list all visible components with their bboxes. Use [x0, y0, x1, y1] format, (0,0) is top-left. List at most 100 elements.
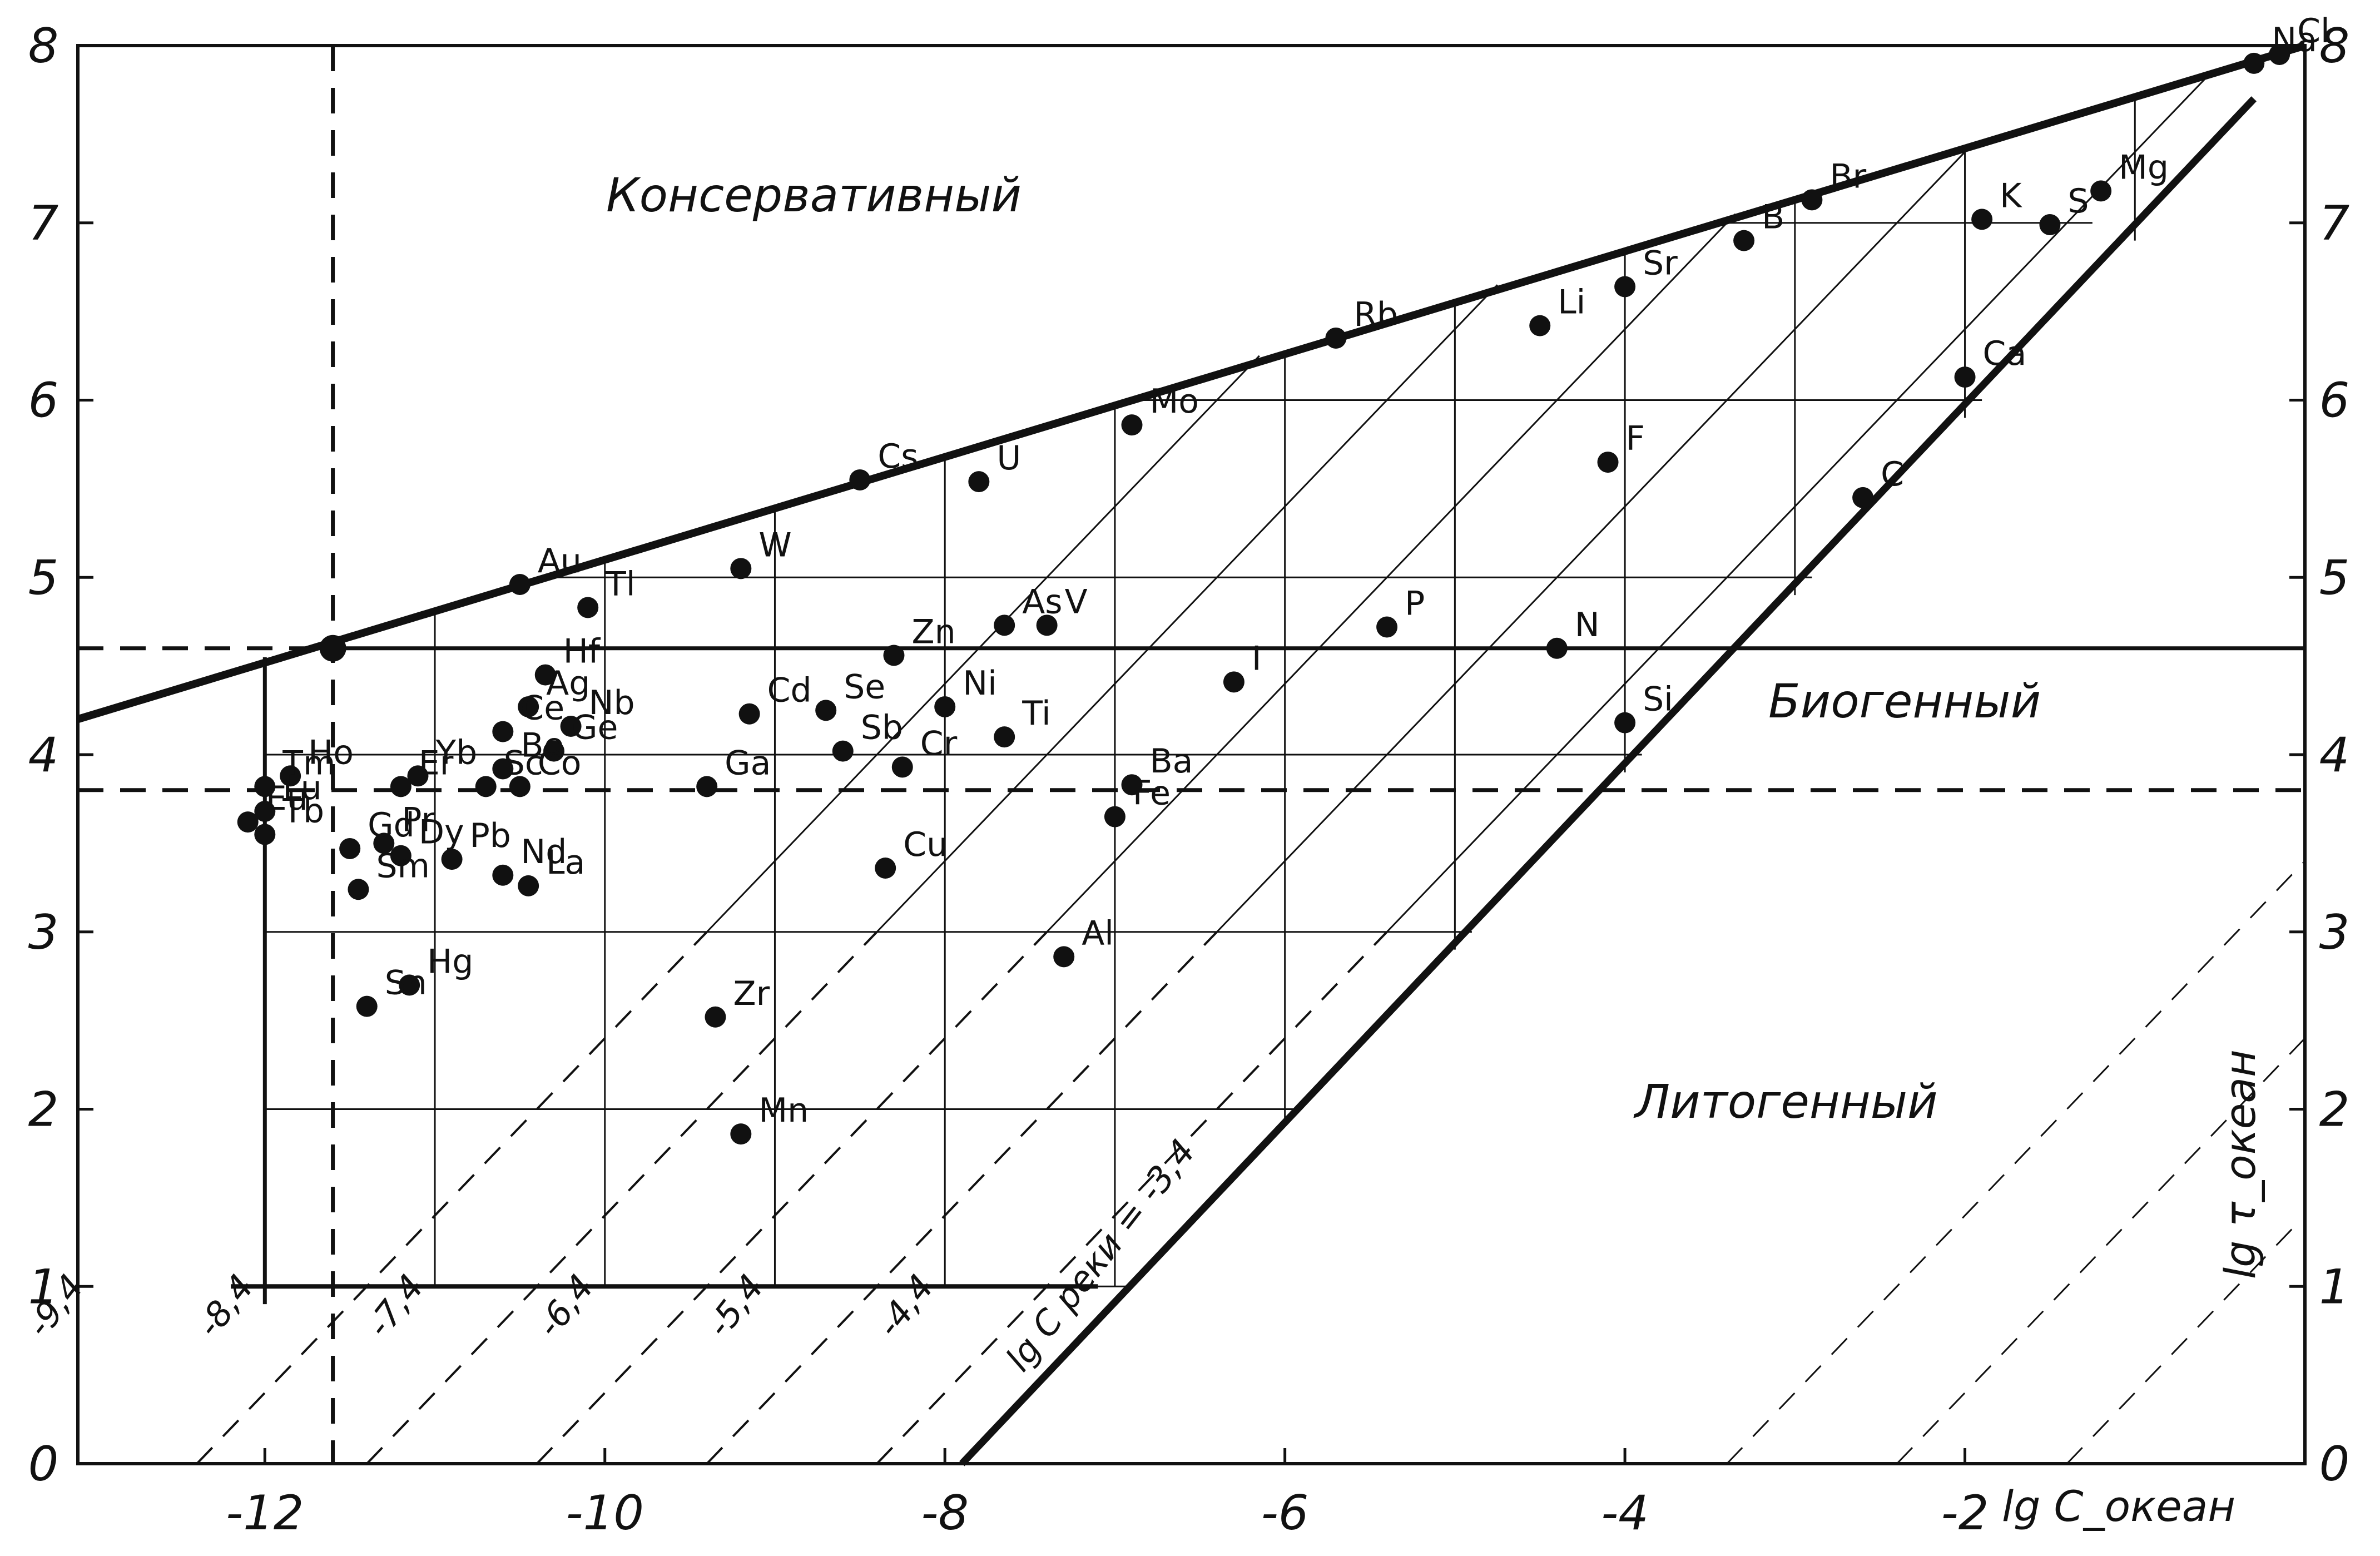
label-dy: Dy: [419, 813, 464, 852]
point-ni: [934, 696, 956, 717]
point-hf: [534, 664, 556, 686]
diagonal-isoline-dashed: [366, 931, 878, 1465]
isoline-label: -8,4: [189, 1267, 262, 1345]
point-si: [1614, 712, 1636, 734]
point-sn: [356, 995, 378, 1017]
x-tick-label: -6: [1261, 1485, 1309, 1541]
point-se: [815, 700, 837, 721]
grid-lines: [265, 97, 2136, 1287]
label-ca: Ca: [1983, 334, 2027, 373]
label-mn: Mn: [758, 1091, 809, 1130]
point-yb: [407, 765, 429, 787]
boundary-lines: [76, 42, 2307, 1466]
label-cs: Cs: [877, 437, 918, 476]
isoline-label: -6,4: [528, 1267, 602, 1345]
point-as: [994, 615, 1015, 636]
y-tick-label-left: 2: [28, 1082, 59, 1138]
label-hg: Hg: [427, 942, 473, 981]
point-tb: [254, 824, 276, 845]
point-sb: [832, 740, 854, 762]
label-ho: Ho: [308, 733, 354, 772]
label-cu: Cu: [903, 825, 948, 864]
point-la: [518, 875, 539, 896]
point-cl: [2269, 43, 2290, 65]
label-mo: Mo: [1149, 382, 1198, 421]
label-nd: Nd: [520, 832, 567, 871]
x-tick-label: -8: [921, 1485, 969, 1541]
label-zn: Zn: [911, 613, 955, 652]
label-gd: Gd: [368, 806, 415, 845]
point-mo: [1121, 414, 1143, 436]
y-tick-label-left: 4: [28, 727, 59, 783]
isoline-label: -5,4: [698, 1267, 772, 1345]
label-sm: Sm: [376, 846, 430, 885]
label-ti: Ti: [1022, 694, 1050, 733]
point-eu: [237, 811, 259, 833]
y-tick-label-left: 6: [28, 373, 59, 429]
y-tick-label-left: 5: [28, 550, 59, 606]
label-cl: Cl: [2297, 12, 2330, 51]
plot-frame: [76, 44, 2307, 1465]
diagonal-isoline-dashed: [706, 931, 1218, 1465]
y-tick-label-left: 7: [28, 196, 59, 251]
diagonal-isoline: [1046, 213, 1736, 933]
label-la: La: [546, 843, 585, 882]
point-pb: [441, 849, 463, 870]
point-zn: [883, 645, 905, 666]
label-hf: Hf: [563, 632, 601, 671]
y-axis-label: lg τ_океан: [2215, 1049, 2265, 1279]
region-label-biogenic: Биогенный: [1768, 674, 2041, 729]
point-c: [1852, 487, 1874, 508]
x-tick-label: -10: [566, 1485, 644, 1541]
diagonal-isoline: [1726, 860, 2306, 1465]
label-fe: Fe: [1133, 774, 1171, 813]
label-ag: Ag: [546, 664, 590, 703]
diagonal-isoline: [1216, 142, 1974, 933]
point-ga: [696, 776, 718, 797]
label-na: Na: [2272, 21, 2317, 60]
point-w: [730, 558, 752, 579]
point-lu: [254, 801, 276, 822]
point-cu: [875, 858, 896, 879]
label-er: Er: [419, 744, 454, 782]
y-tick-label-right: 1: [2319, 1259, 2350, 1315]
label-ga: Ga: [725, 744, 771, 782]
label-si: Si: [1643, 680, 1673, 719]
label-f: F: [1626, 419, 1645, 458]
intersection-point: [319, 635, 346, 662]
diagonal-isoline: [2066, 1223, 2297, 1465]
point-nd: [492, 864, 514, 886]
point-v: [1036, 615, 1058, 636]
point-tm: [254, 776, 276, 797]
y-tick-label-left: 1: [28, 1259, 59, 1315]
y-tick-label-right: 8: [2319, 18, 2350, 74]
label-nb: Nb: [589, 683, 635, 722]
label-tb: Tb: [282, 791, 324, 830]
label-au: Au: [538, 542, 582, 581]
point-cs: [849, 469, 871, 490]
label-sr: Sr: [1643, 244, 1678, 283]
label-al: Al: [1082, 914, 1114, 953]
point-ti: [994, 726, 1015, 748]
y-tick-label-right: 2: [2319, 1082, 2350, 1138]
label-sb: Sb: [861, 708, 903, 747]
data-points: [237, 43, 2290, 1145]
label-pr: Pr: [401, 800, 435, 839]
label-u: U: [996, 439, 1021, 478]
point-na: [2243, 52, 2265, 74]
label-i: I: [1252, 639, 1262, 678]
label-ba: Ba: [1149, 742, 1193, 781]
label-zr: Zr: [733, 974, 770, 1013]
label-w: W: [758, 526, 791, 564]
isoline-label: -4,4: [869, 1267, 942, 1345]
label-k: K: [2000, 176, 2022, 215]
y-tick-label-right: 5: [2319, 550, 2350, 606]
point-ce: [492, 721, 514, 742]
y-tick-label-left: 3: [28, 905, 59, 960]
point-ca: [1954, 366, 1976, 388]
reference-line-label: lg C реки = -3,4: [998, 1132, 1203, 1379]
point-p: [1376, 616, 1398, 638]
isoline-label: -7,4: [359, 1267, 432, 1345]
